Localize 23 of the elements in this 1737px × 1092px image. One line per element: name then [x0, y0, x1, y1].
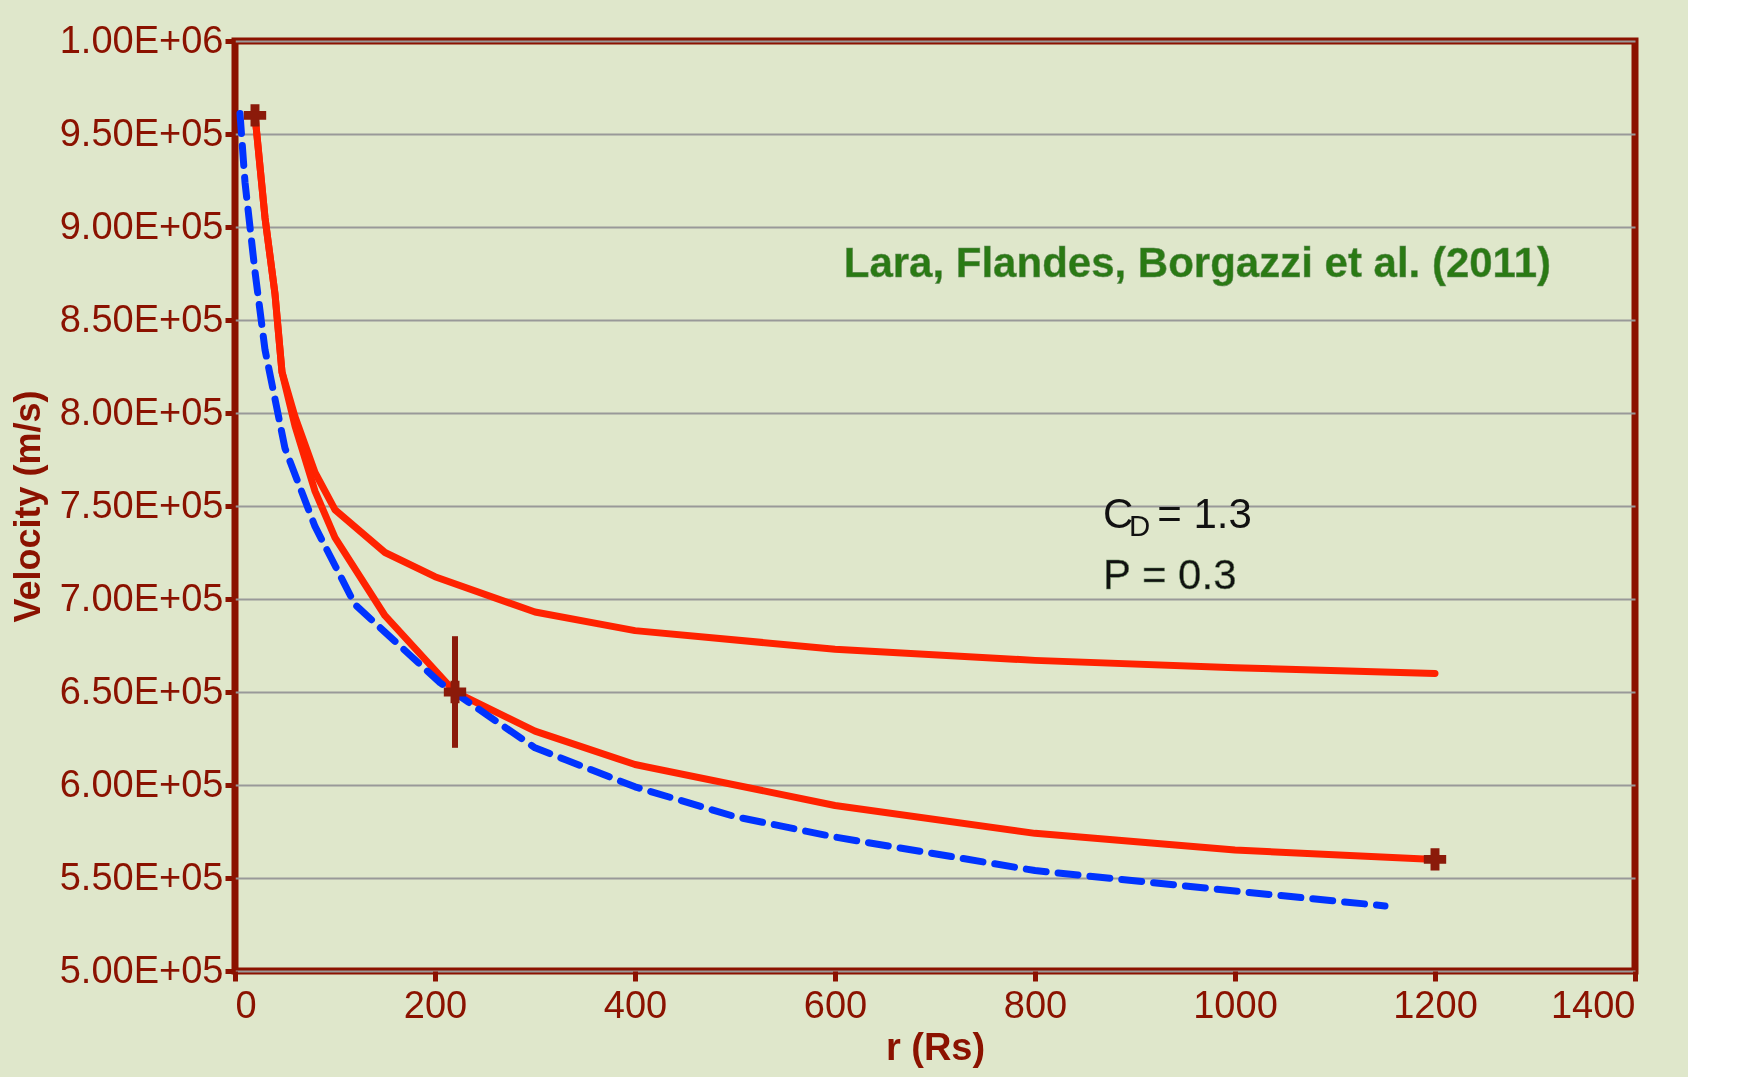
x-axis-title: r (Rs) — [885, 1025, 986, 1068]
x-tick-label: 1000 — [1193, 983, 1278, 1026]
y-tick-label: 6.50E+05 — [59, 669, 224, 712]
y-tick-label: 6.00E+05 — [59, 762, 224, 805]
x-tick-label: 800 — [1003, 983, 1068, 1026]
y-tick-label: 9.00E+05 — [59, 204, 224, 247]
y-tick-label: 8.50E+05 — [59, 297, 224, 340]
y-axis-title: Velocity (m/s) — [6, 390, 48, 623]
x-tick-label: 1200 — [1393, 983, 1478, 1026]
annotation: Lara, Flandes, Borgazzi et al. (2011) — [843, 239, 1551, 287]
x-tick-label: 0 — [235, 983, 257, 1026]
y-tick-label: 9.50E+05 — [59, 111, 224, 154]
y-tick-label: 5.00E+05 — [59, 948, 224, 991]
y-tick-label: 7.50E+05 — [59, 483, 224, 526]
y-tick-label: 8.00E+05 — [59, 390, 224, 433]
x-tick-label: 200 — [403, 983, 468, 1026]
annotation: P = 0.3 — [1103, 550, 1237, 598]
y-tick-label: 7.00E+05 — [59, 576, 224, 619]
y-tick-label: 5.50E+05 — [59, 855, 224, 898]
y-tick-label: 1.00E+06 — [59, 18, 224, 61]
x-tick-label: 400 — [603, 983, 668, 1026]
x-tick-label: 1400 — [1550, 983, 1636, 1026]
x-tick-label: 600 — [803, 983, 868, 1026]
